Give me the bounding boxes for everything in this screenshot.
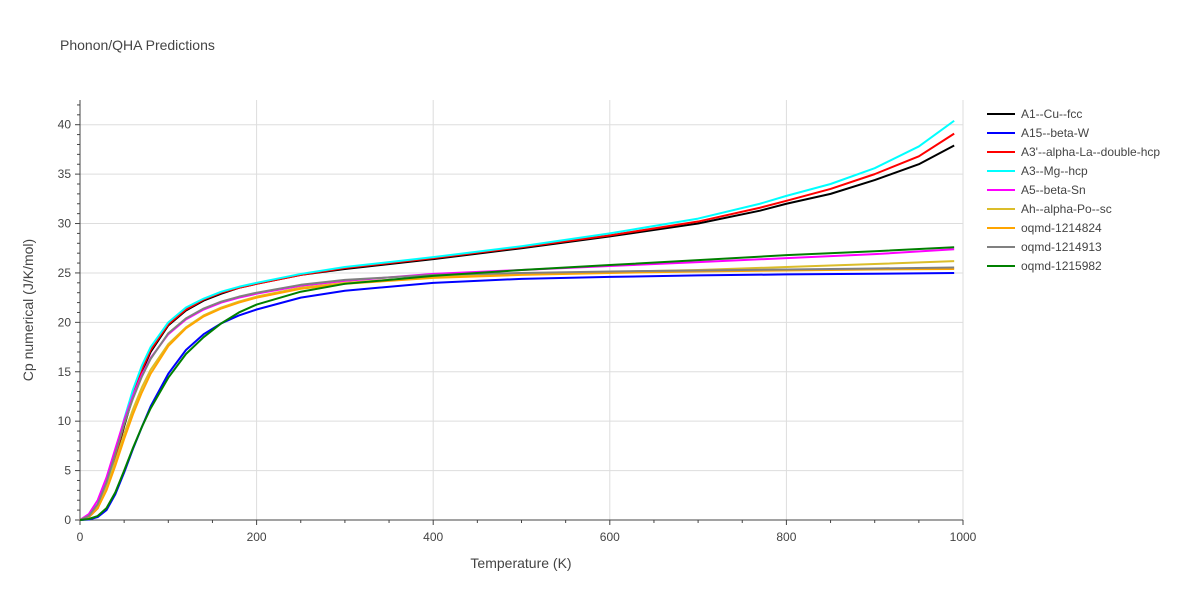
legend-item-1[interactable]: A15--beta-W (987, 126, 1090, 140)
y-tick-label: 40 (58, 118, 72, 132)
legend-label: oqmd-1215982 (1021, 259, 1102, 273)
legend-item-5[interactable]: Ah--alpha-Po--sc (987, 202, 1112, 216)
legend-item-4[interactable]: A5--beta-Sn (987, 183, 1086, 197)
legend-item-7[interactable]: oqmd-1214913 (987, 240, 1102, 254)
legend-item-6[interactable]: oqmd-1214824 (987, 221, 1102, 235)
series-line-2 (79, 132, 955, 521)
legend-label: A15--beta-W (1021, 126, 1090, 140)
series-line-8 (79, 246, 955, 521)
legend-label: A3--Mg--hcp (1021, 164, 1088, 178)
legend-item-0[interactable]: A1--Cu--fcc (987, 107, 1082, 121)
series-line-6 (79, 267, 955, 521)
y-tick-label: 15 (58, 365, 72, 379)
legend-item-8[interactable]: oqmd-1215982 (987, 259, 1102, 273)
x-tick-label: 800 (776, 530, 796, 544)
y-tick-label: 10 (58, 414, 72, 428)
y-tick-label: 5 (64, 464, 71, 478)
legend-label: oqmd-1214913 (1021, 240, 1102, 254)
legend-label: Ah--alpha-Po--sc (1021, 202, 1112, 216)
x-tick-label: 400 (423, 530, 443, 544)
legend-item-3[interactable]: A3--Mg--hcp (987, 164, 1088, 178)
x-tick-label: 1000 (950, 530, 977, 544)
y-tick-label: 20 (58, 315, 72, 329)
y-tick-label: 25 (58, 266, 72, 280)
y-tick-label: 0 (64, 513, 71, 527)
legend-item-2[interactable]: A3'--alpha-La--double-hcp (987, 145, 1160, 159)
series-line-4 (79, 248, 955, 521)
y-axis-title: Cp numerical (J/K/mol) (20, 239, 36, 381)
legend-label: A1--Cu--fcc (1021, 107, 1082, 121)
legend-label: A5--beta-Sn (1021, 183, 1086, 197)
axes: 0 200 400 600 800 1000 0 5 10 15 20 25 30 35 40 (58, 100, 977, 544)
legend[interactable]: A1--Cu--fcc A15--beta-W A3'--alpha-La--dou… (987, 107, 1160, 273)
series-line-1 (79, 271, 955, 521)
x-tick-label: 0 (77, 530, 84, 544)
y-tick-label: 35 (58, 167, 72, 181)
series-line-5 (79, 260, 955, 521)
series-line-0 (79, 144, 955, 521)
legend-label: oqmd-1214824 (1021, 221, 1102, 235)
x-tick-label: 600 (600, 530, 620, 544)
legend-label: A3'--alpha-La--double-hcp (1021, 145, 1160, 159)
series-line-3 (79, 119, 955, 521)
series-line-7 (79, 266, 955, 521)
plot-area (79, 119, 955, 521)
chart-title: Phonon/QHA Predictions (60, 37, 215, 53)
x-axis-title: Temperature (K) (470, 555, 571, 571)
x-tick-label: 200 (247, 530, 267, 544)
grid (80, 100, 964, 520)
y-tick-label: 30 (58, 217, 72, 231)
